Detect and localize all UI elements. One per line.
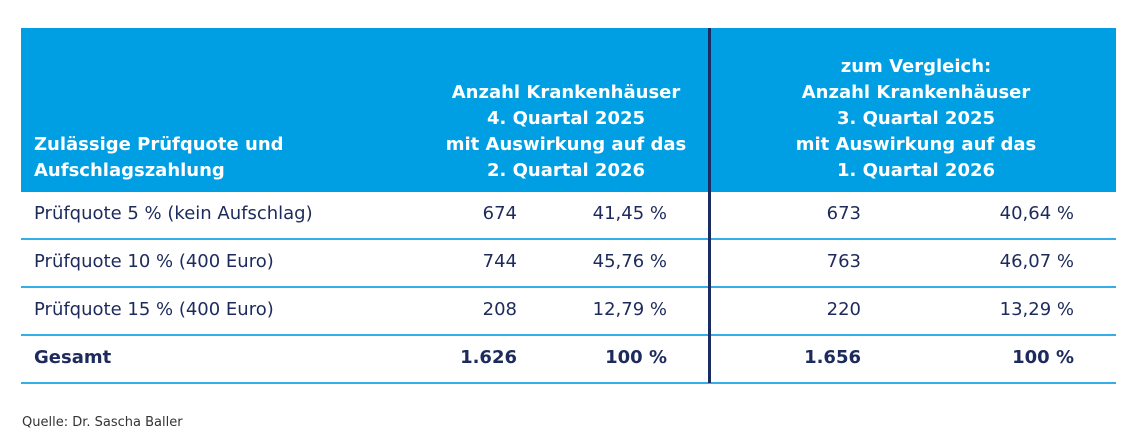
- count-q4: 674: [482, 203, 517, 224]
- table-row: Prüfquote 10 % (400 Euro) 744 45,76 % 76…: [21, 240, 1116, 288]
- header-line: Anzahl Krankenhäuser: [451, 82, 681, 103]
- table-header: Zulässige Prüfquote und Aufschlagszahlun…: [21, 28, 1116, 192]
- table-row: Prüfquote 15 % (400 Euro) 208 12,79 % 22…: [21, 288, 1116, 336]
- data-table: Zulässige Prüfquote und Aufschlagszahlun…: [21, 28, 1116, 384]
- header-line: 1. Quartal 2026: [836, 160, 996, 181]
- count-q3: 1.656: [804, 347, 861, 368]
- percent-q4: 100 %: [605, 347, 667, 368]
- row-label: Prüfquote 15 % (400 Euro): [34, 299, 274, 320]
- header-line: Anzahl Krankenhäuser: [801, 82, 1031, 103]
- header-category: Zulässige Prüfquote und Aufschlagszahlun…: [34, 132, 284, 184]
- percent-q3: 100 %: [1012, 347, 1074, 368]
- table-row: Prüfquote 5 % (kein Aufschlag) 674 41,45…: [21, 192, 1116, 240]
- column-divider: [708, 28, 711, 383]
- row-label: Prüfquote 5 % (kein Aufschlag): [34, 203, 313, 224]
- table-row-total: Gesamt 1.626 100 % 1.656 100 %: [21, 336, 1116, 384]
- header-line: 3. Quartal 2025: [836, 108, 996, 129]
- header-line: Aufschlagszahlung: [34, 160, 225, 181]
- percent-q4: 41,45 %: [592, 203, 667, 224]
- header-line: zum Vergleich:: [840, 56, 992, 77]
- header-line: Zulässige Prüfquote und: [34, 134, 284, 155]
- row-label: Gesamt: [34, 347, 112, 368]
- header-line: 2. Quartal 2026: [486, 160, 646, 181]
- percent-q3: 13,29 %: [999, 299, 1074, 320]
- count-q4: 744: [482, 251, 517, 272]
- percent-q4: 45,76 %: [592, 251, 667, 272]
- percent-q4: 12,79 %: [592, 299, 667, 320]
- percent-q3: 40,64 %: [999, 203, 1074, 224]
- header-line: mit Auswirkung auf das: [445, 134, 687, 155]
- row-label: Prüfquote 10 % (400 Euro): [34, 251, 274, 272]
- count-q3: 673: [826, 203, 861, 224]
- header-line: 4. Quartal 2025: [486, 108, 646, 129]
- count-q4: 1.626: [460, 347, 517, 368]
- count-q3: 763: [826, 251, 861, 272]
- percent-q3: 46,07 %: [999, 251, 1074, 272]
- header-q4-2025: Anzahl Krankenhäuser 4. Quartal 2025 mit…: [401, 80, 731, 184]
- header-q3-2025: zum Vergleich: Anzahl Krankenhäuser 3. Q…: [751, 54, 1081, 184]
- header-line: mit Auswirkung auf das: [795, 134, 1037, 155]
- count-q3: 220: [826, 299, 861, 320]
- source-note: Quelle: Dr. Sascha Baller: [22, 415, 183, 430]
- count-q4: 208: [482, 299, 517, 320]
